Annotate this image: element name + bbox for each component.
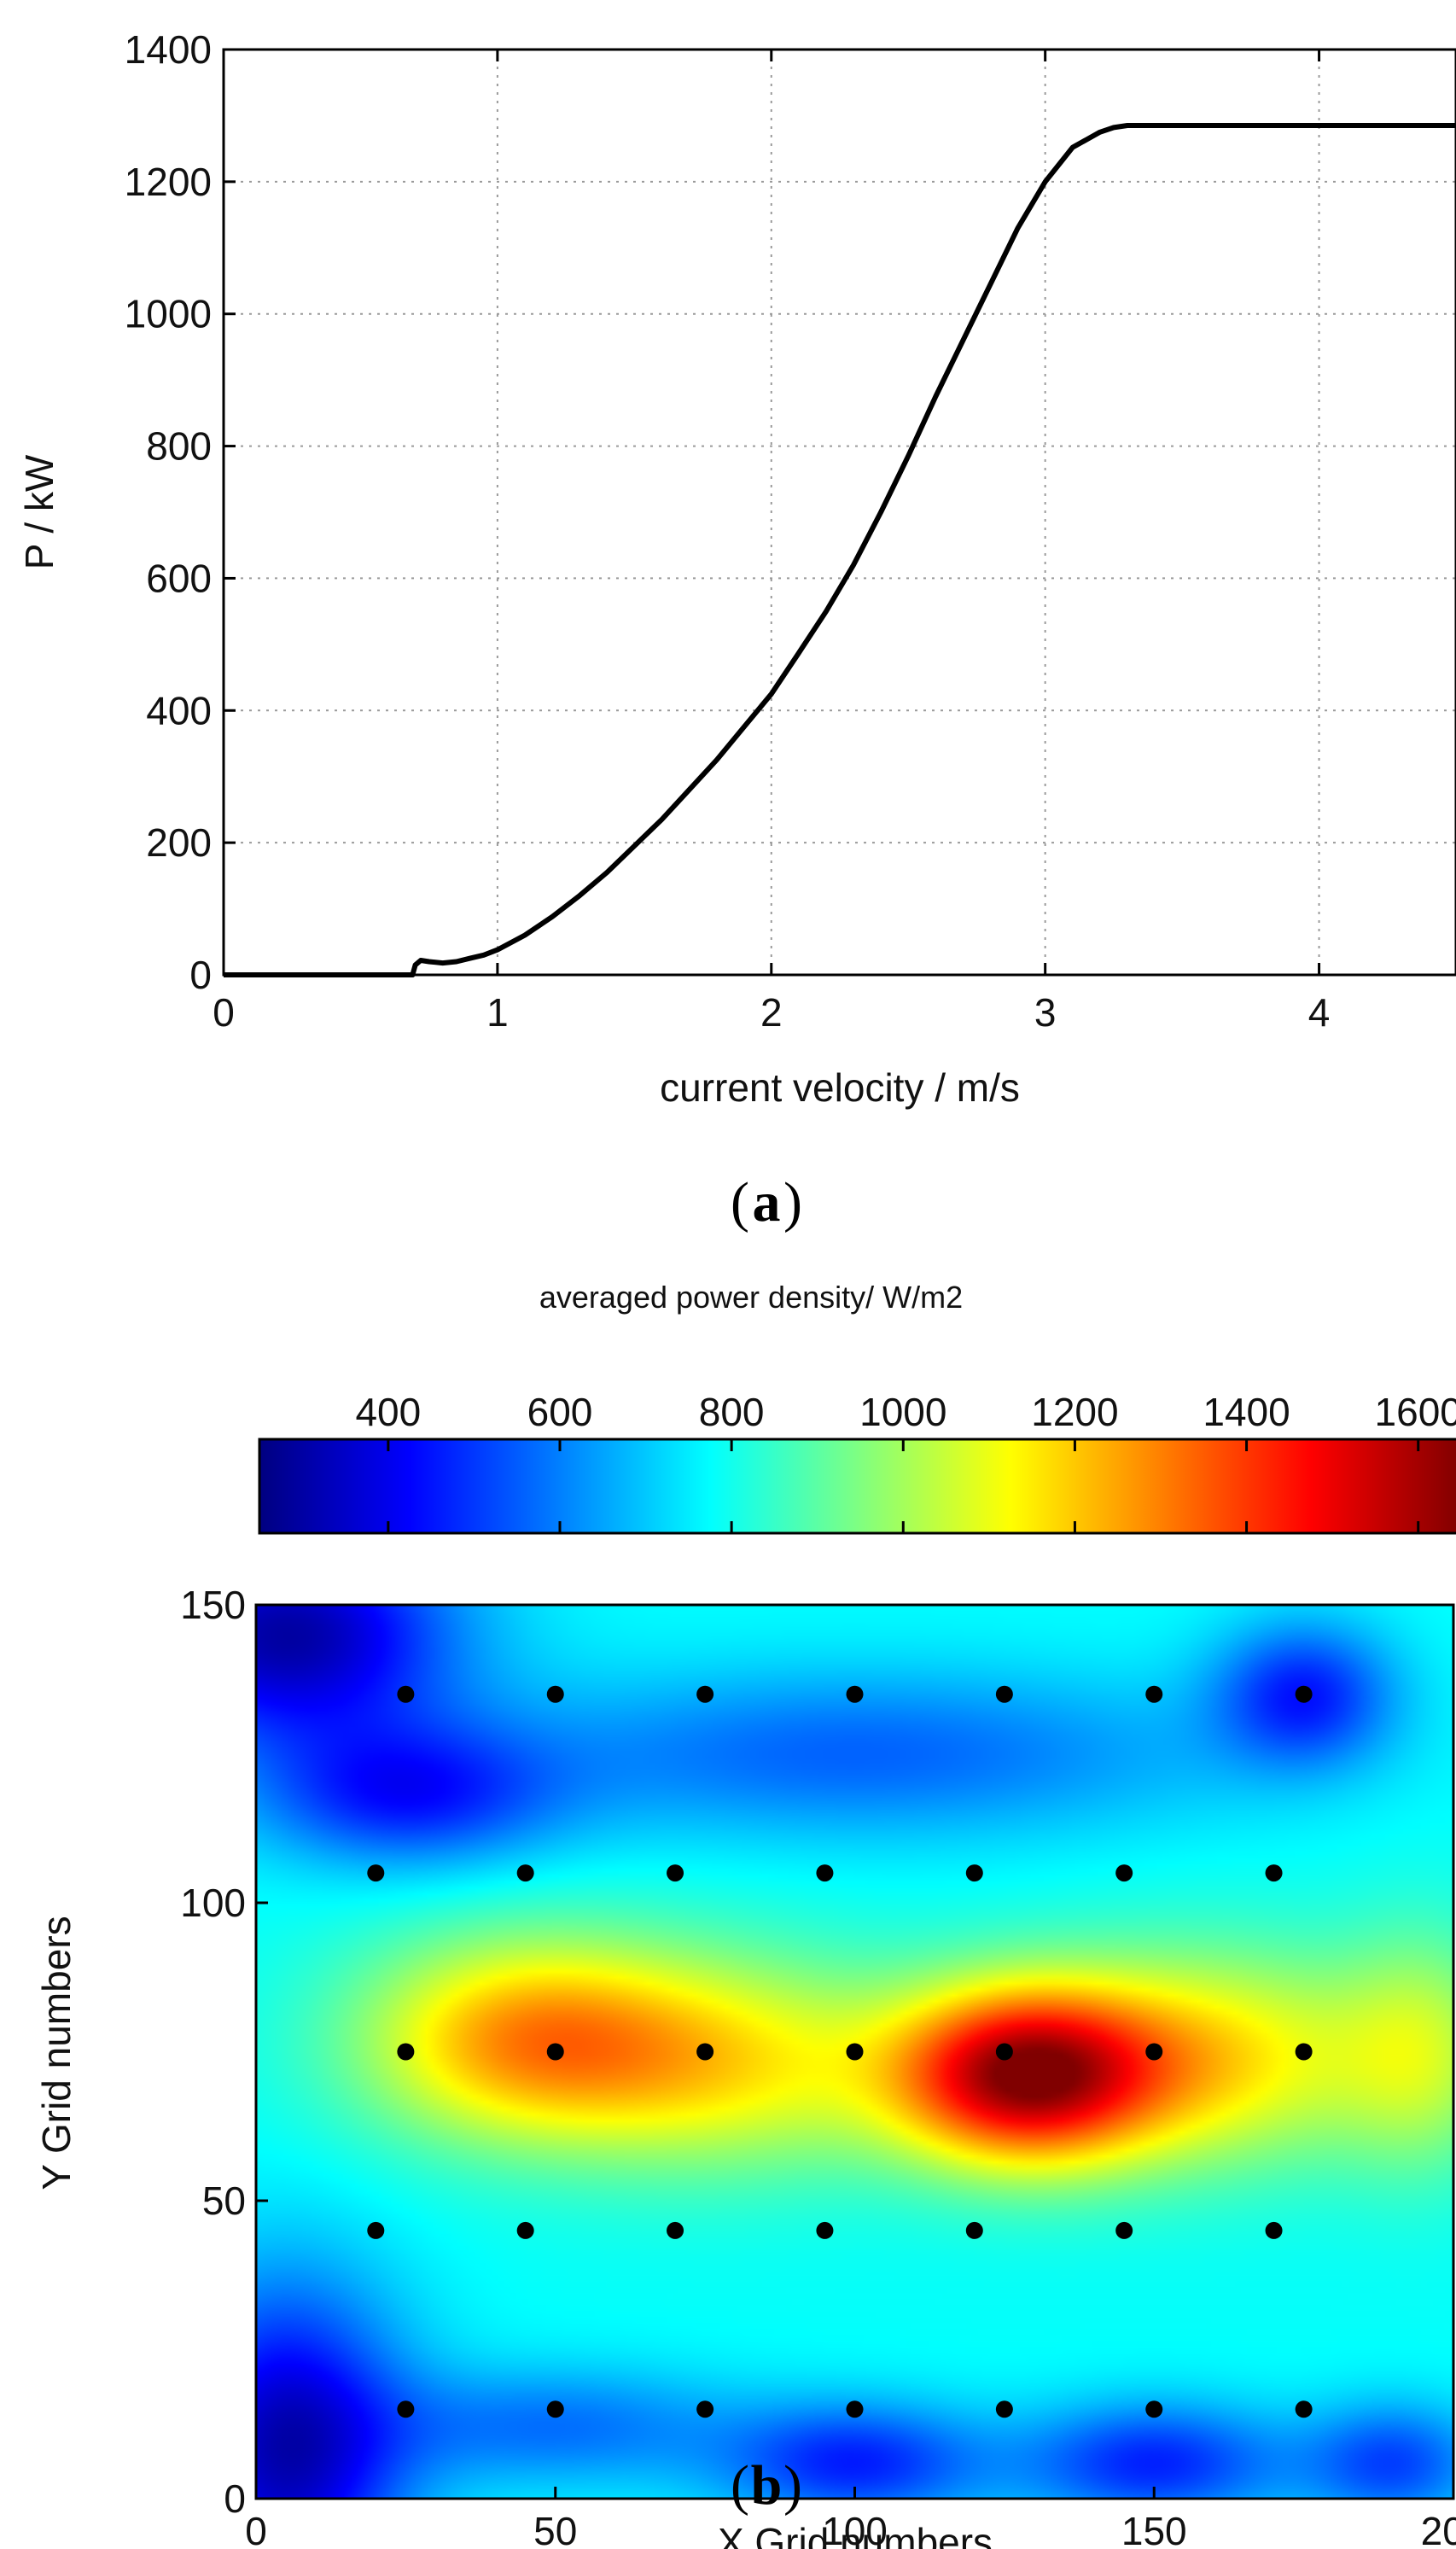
- x-axis-label: current velocity / m/s: [660, 1065, 1020, 1110]
- panel-paren-open: (: [731, 1171, 749, 1234]
- grid-point: [846, 1685, 864, 1703]
- y-tick-label: 200: [146, 820, 212, 865]
- grid-point: [1115, 1864, 1133, 1882]
- grid-point: [1295, 1685, 1313, 1703]
- axis-ticks: 0 1 2 3 4 0 200 400 600 800 1000 1200 1400: [125, 27, 1331, 1035]
- axis-ticks-b: 0 50 100 150 200 0 50 100 150: [180, 1583, 1456, 2549]
- y-tick-label: 1400: [125, 27, 212, 72]
- grid-point: [667, 2221, 684, 2239]
- x-tick-label-b: 50: [533, 2509, 577, 2549]
- colorbar-ticks: 400 600 800 1000 1200 1400 1600: [355, 1390, 1456, 1533]
- grid-point: [397, 1685, 415, 1703]
- colorbar-tick-label: 1200: [1031, 1390, 1118, 1434]
- x-tick-label: 1: [486, 990, 509, 1035]
- colorbar-title: averaged power density/ W/m2: [539, 1280, 963, 1315]
- panel-paren-close-b: ): [783, 2454, 802, 2517]
- grid-point: [1145, 2043, 1163, 2061]
- x-tick-label-b: 200: [1421, 2509, 1456, 2549]
- grid-point: [546, 2043, 564, 2061]
- y-axis-label: P / kW: [17, 454, 61, 569]
- grid-point: [397, 2400, 415, 2418]
- y-tick-label-b: 150: [180, 1583, 246, 1627]
- y-tick-label-b: 0: [224, 2476, 246, 2521]
- grid-point: [846, 2043, 864, 2061]
- grid-point: [816, 2221, 834, 2239]
- x-tick-label: 0: [213, 990, 235, 1035]
- grid-point: [397, 2043, 415, 2061]
- grid-point: [965, 2221, 983, 2239]
- y-tick-label: 1000: [125, 292, 212, 336]
- series-line-power-curve: [224, 123, 1456, 977]
- grid-point: [1265, 1864, 1283, 1882]
- grid-point: [696, 2400, 714, 2418]
- grid-point: [1295, 2043, 1313, 2061]
- x-axis-label-b: X Grid numbers: [718, 2520, 993, 2549]
- grid-point: [696, 1685, 714, 1703]
- x-tick-label-b: 0: [245, 2509, 267, 2549]
- grid-lines: [224, 50, 1456, 975]
- colorbar-tick-label: 400: [355, 1390, 421, 1434]
- y-tick-label: 0: [189, 953, 212, 997]
- panel-label-a: ( a ): [731, 1171, 802, 1234]
- panel-label-b: ( b ): [731, 2454, 802, 2517]
- grid-point: [816, 1864, 834, 1882]
- grid-point: [516, 1864, 534, 1882]
- grid-points: [367, 1685, 1313, 2418]
- colorbar-tick-label: 1400: [1203, 1390, 1290, 1434]
- colorbar-tick-label: 1600: [1375, 1390, 1456, 1434]
- panel-paren-close: ): [783, 1171, 802, 1234]
- x-tick-label: 2: [760, 990, 783, 1035]
- x-tick-label: 3: [1034, 990, 1057, 1035]
- grid-point: [546, 1685, 564, 1703]
- y-tick-label-b: 50: [202, 2179, 246, 2223]
- grid-point: [516, 2221, 534, 2239]
- grid-point: [965, 1864, 983, 1882]
- colorbar: [258, 1438, 1456, 1535]
- grid-point: [367, 1864, 385, 1882]
- x-tick-label: 4: [1308, 990, 1331, 1035]
- power-density-map: averaged power density/ W/m2 400 600 800 10…: [34, 1280, 1456, 2549]
- grid-point: [546, 2400, 564, 2418]
- panel-letter-a: a: [753, 1171, 781, 1234]
- x-tick-label-b: 100: [822, 2509, 888, 2549]
- grid-point: [1145, 2400, 1163, 2418]
- y-tick-label: 600: [146, 556, 212, 600]
- y-tick-label: 1200: [125, 160, 212, 204]
- y-tick-label: 800: [146, 424, 212, 469]
- x-tick-label-b: 150: [1121, 2509, 1187, 2549]
- power-curve-chart: 0 1 2 3 4 0 200 400 600 800 1000 1200 1400 current v…: [17, 27, 1456, 1234]
- grid-point: [1145, 1685, 1163, 1703]
- grid-point: [1295, 2400, 1313, 2418]
- colorbar-tick-label: 600: [527, 1390, 593, 1434]
- y-tick-label: 400: [146, 688, 212, 732]
- grid-point: [995, 2400, 1013, 2418]
- colorbar-tick-label: 1000: [859, 1390, 946, 1434]
- plot-frame: [222, 48, 1456, 977]
- grid-point: [667, 1864, 684, 1882]
- grid-point: [1115, 2221, 1133, 2239]
- y-tick-label-b: 100: [180, 1881, 246, 1925]
- grid-point: [696, 2043, 714, 2061]
- grid-point: [1265, 2221, 1283, 2239]
- panel-paren-open-b: (: [731, 2454, 749, 2517]
- y-axis-label-b: Y Grid numbers: [34, 1916, 79, 2190]
- grid-point: [846, 2400, 864, 2418]
- grid-point: [367, 2221, 385, 2239]
- grid-point: [995, 1685, 1013, 1703]
- grid-point: [995, 2043, 1013, 2061]
- colorbar-tick-label: 800: [699, 1390, 765, 1434]
- panel-letter-b: b: [751, 2454, 783, 2517]
